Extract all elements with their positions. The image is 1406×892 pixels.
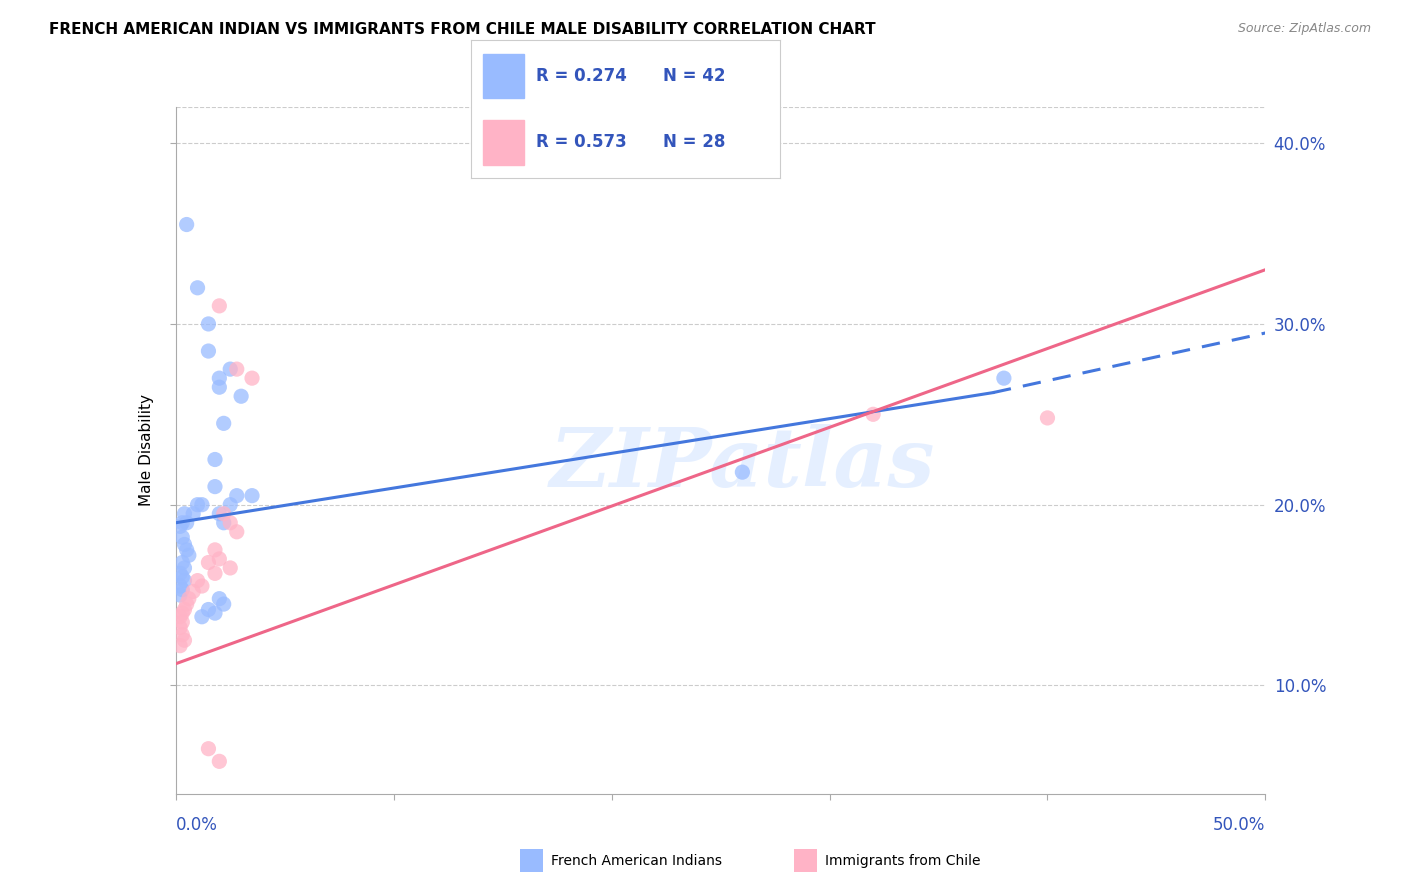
Point — [225, 362, 247, 376]
Point — [173, 507, 195, 521]
Point — [219, 362, 242, 376]
Point — [176, 218, 198, 232]
Point — [176, 516, 198, 530]
Point — [169, 609, 191, 624]
Point — [240, 371, 263, 385]
FancyBboxPatch shape — [484, 54, 523, 98]
Point — [204, 566, 226, 581]
Point — [197, 317, 219, 331]
Point — [197, 344, 219, 359]
Point — [172, 570, 194, 584]
Point — [176, 542, 198, 557]
Point — [225, 489, 247, 503]
Text: R = 0.573: R = 0.573 — [536, 134, 627, 152]
Point — [169, 566, 191, 581]
Point — [173, 633, 195, 648]
Text: ZIPatlas: ZIPatlas — [550, 425, 935, 504]
Point — [191, 498, 214, 512]
Point — [212, 597, 235, 611]
Point — [172, 530, 194, 544]
Point — [172, 606, 194, 620]
Text: 50.0%: 50.0% — [1213, 815, 1265, 833]
Point — [186, 498, 209, 512]
Point — [208, 591, 231, 606]
Point — [993, 371, 1015, 385]
Point — [208, 755, 231, 769]
Point — [219, 561, 242, 575]
FancyBboxPatch shape — [484, 120, 523, 164]
Point — [204, 480, 226, 494]
Point — [204, 606, 226, 620]
Point — [219, 498, 242, 512]
Point — [204, 452, 226, 467]
Point — [173, 537, 195, 551]
Point — [208, 371, 231, 385]
Point — [186, 574, 209, 588]
Point — [862, 407, 884, 421]
Point — [177, 549, 200, 563]
Text: N = 28: N = 28 — [662, 134, 725, 152]
Point — [240, 489, 263, 503]
Text: 0.0%: 0.0% — [176, 815, 218, 833]
Point — [208, 507, 231, 521]
Point — [231, 389, 253, 403]
Point — [208, 299, 231, 313]
Point — [177, 591, 200, 606]
Point — [186, 281, 209, 295]
Point — [212, 516, 235, 530]
Point — [731, 465, 754, 479]
Point — [181, 584, 204, 599]
Point — [169, 639, 191, 653]
Point — [172, 556, 194, 570]
Point — [169, 621, 191, 635]
Point — [212, 507, 235, 521]
Text: Immigrants from Chile: Immigrants from Chile — [825, 854, 981, 868]
Text: N = 42: N = 42 — [662, 67, 725, 85]
Point — [219, 516, 242, 530]
Point — [191, 609, 214, 624]
Point — [197, 741, 219, 756]
Point — [173, 561, 195, 575]
Point — [212, 417, 235, 431]
Point — [169, 579, 191, 593]
Point — [197, 556, 219, 570]
Point — [172, 615, 194, 630]
Point — [172, 582, 194, 597]
Point — [172, 516, 194, 530]
Point — [204, 542, 226, 557]
Point — [208, 380, 231, 394]
Point — [169, 588, 191, 602]
Text: FRENCH AMERICAN INDIAN VS IMMIGRANTS FROM CHILE MALE DISABILITY CORRELATION CHAR: FRENCH AMERICAN INDIAN VS IMMIGRANTS FRO… — [49, 22, 876, 37]
Point — [173, 574, 195, 588]
Point — [176, 597, 198, 611]
Point — [197, 602, 219, 616]
Text: R = 0.274: R = 0.274 — [536, 67, 627, 85]
Point — [169, 519, 191, 533]
Point — [172, 628, 194, 642]
Point — [181, 507, 204, 521]
Text: Source: ZipAtlas.com: Source: ZipAtlas.com — [1237, 22, 1371, 36]
Point — [173, 602, 195, 616]
Text: French American Indians: French American Indians — [551, 854, 723, 868]
Point — [1036, 411, 1059, 425]
Point — [191, 579, 214, 593]
Point — [225, 524, 247, 539]
Point — [208, 552, 231, 566]
Y-axis label: Male Disability: Male Disability — [139, 394, 155, 507]
